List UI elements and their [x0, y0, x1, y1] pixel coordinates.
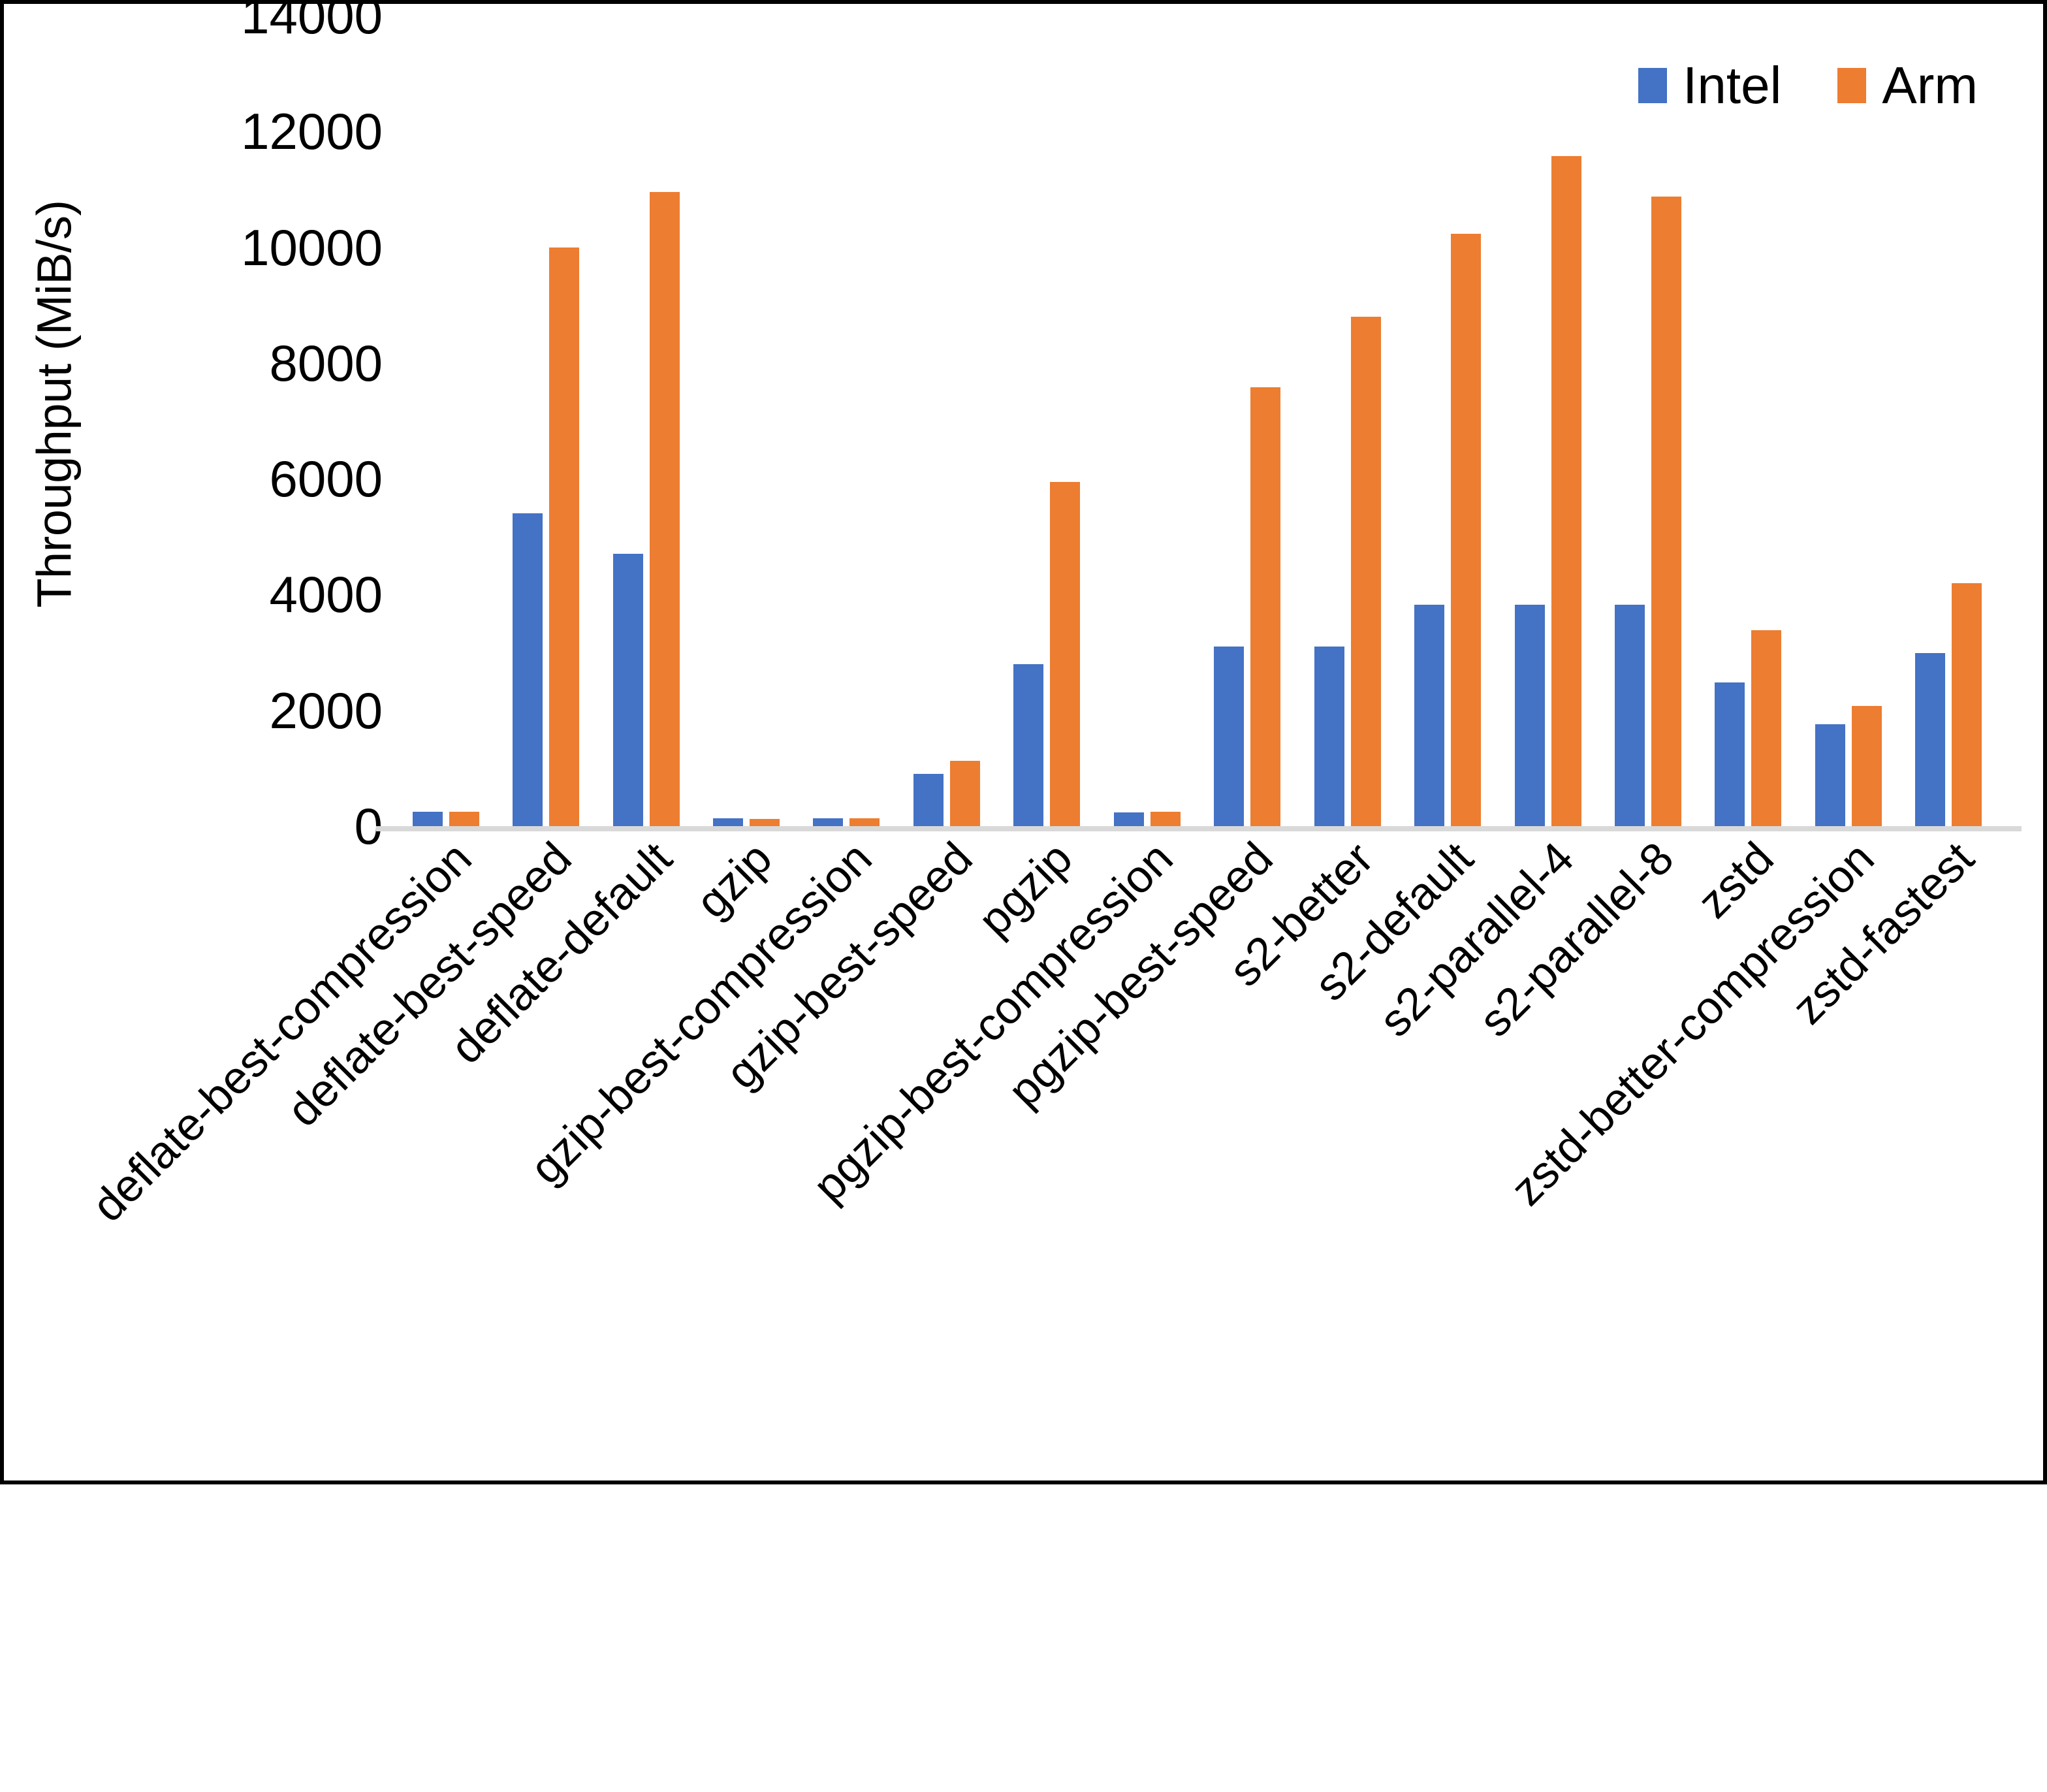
bar-arm[interactable]: [1851, 705, 1882, 826]
bar-group: [496, 16, 595, 826]
x-axis-baseline: [376, 826, 2022, 831]
bar-group: [1899, 16, 1999, 826]
y-tick-label: 0: [354, 797, 383, 855]
plot-area: [376, 16, 2022, 831]
bar-intel[interactable]: [1614, 604, 1645, 826]
bar-intel[interactable]: [612, 554, 643, 826]
bar-arm[interactable]: [1751, 630, 1782, 826]
bar-intel[interactable]: [1915, 652, 1946, 826]
y-axis-title: Throughput (MiB/s): [27, 200, 82, 608]
bar-intel[interactable]: [713, 818, 744, 826]
y-tick-label: 4000: [269, 566, 383, 624]
bar-chart: Throughput (MiB/s) 14000 12000 10000 8000 60…: [0, 0, 2047, 1484]
bar-arm[interactable]: [1952, 583, 1982, 826]
bar-group: [1198, 16, 1297, 826]
bar-group: [596, 16, 696, 826]
bar-arm[interactable]: [1350, 316, 1381, 826]
bar-arm[interactable]: [1250, 387, 1281, 826]
bar-arm[interactable]: [649, 192, 680, 826]
y-tick-label: 6000: [269, 450, 383, 508]
legend-label: Intel: [1683, 56, 1782, 114]
y-tick-label: 10000: [241, 218, 383, 276]
bar-group: [1097, 16, 1197, 826]
legend-swatch-icon: [1638, 68, 1668, 103]
bar-intel[interactable]: [1013, 664, 1044, 826]
bar-intel[interactable]: [513, 513, 543, 826]
bar-intel[interactable]: [1314, 647, 1344, 826]
bar-intel[interactable]: [1414, 604, 1445, 826]
bar-group: [997, 16, 1097, 826]
bar-intel[interactable]: [412, 811, 443, 826]
bar-group: [1698, 16, 1798, 826]
bar-arm[interactable]: [449, 811, 479, 826]
y-tick-label: 14000: [241, 0, 383, 44]
bar-arm[interactable]: [849, 818, 880, 826]
bar-arm[interactable]: [1551, 156, 1581, 826]
bar-group: [1598, 16, 1698, 826]
bar-group: [396, 16, 496, 826]
bar-arm[interactable]: [750, 819, 780, 826]
bar-group: [1297, 16, 1397, 826]
legend-entry-intel[interactable]: Intel: [1638, 59, 1781, 112]
bar-groups: [396, 16, 1999, 826]
chart-legend: Intel Arm: [1638, 59, 1978, 112]
bar-intel[interactable]: [1514, 604, 1545, 826]
bar-arm[interactable]: [1651, 197, 1681, 826]
y-tick-label: 12000: [241, 103, 383, 161]
bar-group: [1798, 16, 1898, 826]
bar-intel[interactable]: [1815, 724, 1845, 826]
bar-arm[interactable]: [549, 247, 580, 826]
y-axis-tick-labels: 14000 12000 10000 8000 6000 4000 2000 0: [102, 0, 383, 918]
bar-group: [1397, 16, 1497, 826]
bar-arm[interactable]: [1150, 811, 1181, 826]
bar-intel[interactable]: [1214, 647, 1245, 826]
legend-label: Arm: [1882, 56, 1978, 114]
y-tick-label: 8000: [269, 334, 383, 392]
bar-group: [797, 16, 897, 826]
bar-group: [1498, 16, 1598, 826]
y-tick-label: 2000: [269, 681, 383, 739]
bar-intel[interactable]: [1715, 682, 1745, 826]
bar-group: [897, 16, 996, 826]
bar-arm[interactable]: [1050, 481, 1081, 826]
legend-entry-arm[interactable]: Arm: [1837, 59, 1978, 112]
bar-intel[interactable]: [813, 818, 844, 826]
bar-group: [696, 16, 796, 826]
bar-intel[interactable]: [913, 774, 944, 826]
bar-arm[interactable]: [1451, 234, 1482, 826]
bar-intel[interactable]: [1113, 812, 1144, 826]
legend-swatch-icon: [1837, 68, 1867, 103]
bar-arm[interactable]: [949, 760, 980, 826]
